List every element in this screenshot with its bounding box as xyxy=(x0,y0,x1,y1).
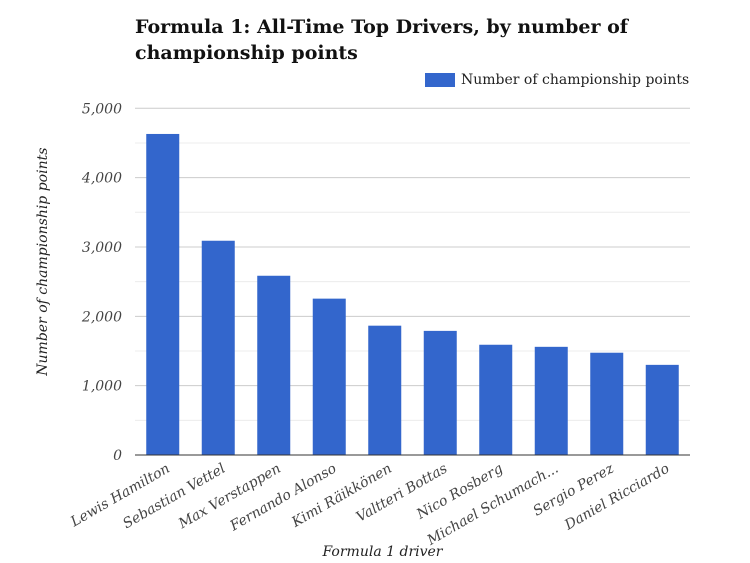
bar xyxy=(479,344,513,455)
chart-title: Formula 1: All-Time Top Drivers, by numb… xyxy=(135,16,628,64)
y-tick-label: 3,000 xyxy=(82,240,122,256)
bar xyxy=(201,240,235,455)
y-tick-label: 2,000 xyxy=(81,309,122,325)
bar xyxy=(368,325,402,455)
legend-swatch xyxy=(425,73,455,87)
bar xyxy=(423,330,457,455)
x-tick-label: Daniel Ricciardo xyxy=(561,461,672,534)
y-axis-title: Number of championship points xyxy=(35,148,51,377)
bar xyxy=(590,352,624,455)
bar xyxy=(146,133,180,455)
x-axis-title: Formula 1 driver xyxy=(321,544,443,560)
y-tick-label: 4,000 xyxy=(81,171,122,187)
y-tick-label: 5,000 xyxy=(82,101,122,117)
x-tick-label: Kimi Räikkönen xyxy=(288,461,394,532)
legend-label: Number of championship points xyxy=(461,72,690,88)
bar xyxy=(312,298,346,455)
bar xyxy=(645,364,679,455)
x-tick-label: Lewis Hamilton xyxy=(67,461,172,531)
legend: Number of championship points xyxy=(425,72,689,88)
bar xyxy=(534,346,568,455)
bar xyxy=(257,275,291,455)
y-tick-label: 0 xyxy=(113,448,122,464)
y-tick-label: 1,000 xyxy=(82,379,122,395)
